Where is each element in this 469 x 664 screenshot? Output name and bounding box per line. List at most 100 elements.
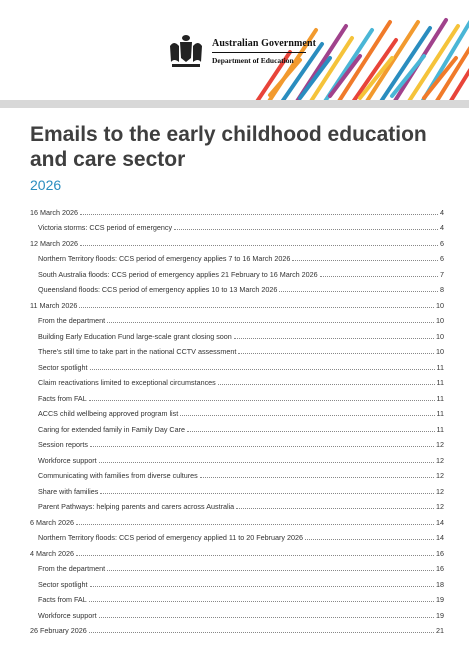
toc-article-entry[interactable]: Sector spotlight 11 <box>30 356 444 372</box>
toc-dot-leader <box>107 569 434 571</box>
toc-dot-leader <box>89 585 434 587</box>
toc-article-entry[interactable]: From the department 10 <box>30 310 444 325</box>
toc-dot-leader <box>98 616 434 618</box>
toc-entry-label: Building Early Education Fund large-scal… <box>38 331 232 341</box>
toc-date-entry[interactable]: 26 February 2026 21 <box>30 620 444 635</box>
toc-entry-label: Share with families <box>38 486 99 496</box>
toc-entry-label: Facts from FAL <box>38 393 87 403</box>
toc-page-number: 10 <box>436 347 444 356</box>
toc-entry-label: Queensland floods: CCS period of emergen… <box>38 285 278 294</box>
toc-article-entry[interactable]: Communicating with families from diverse… <box>30 465 444 480</box>
toc-dot-leader <box>187 430 435 432</box>
toc-page-number: 14 <box>436 517 444 527</box>
toc-article-entry[interactable]: Workforce support 19 <box>30 604 444 620</box>
decorative-stripe <box>379 26 432 100</box>
toc-page-number: 18 <box>436 579 444 589</box>
toc-article-entry[interactable]: Parent Pathways: helping parents and car… <box>30 496 444 511</box>
toc-article-entry[interactable]: Northern Territory floods: CCS period of… <box>30 527 444 542</box>
toc-entry-label: 12 March 2026 <box>30 238 78 248</box>
toc-page-number: 19 <box>436 610 444 620</box>
toc-entry-label: Victoria storms: CCS period of emergency <box>38 223 173 232</box>
toc-page-number: 11 <box>436 362 444 372</box>
decorative-stripe <box>365 20 420 100</box>
toc-page-number: 7 <box>440 269 444 279</box>
decorative-stripe <box>255 50 292 100</box>
decorative-stripe <box>298 56 332 100</box>
decorative-stripe <box>358 56 394 100</box>
toc-article-entry[interactable]: Claim reactivations limited to exception… <box>30 372 444 387</box>
toc-article-entry[interactable]: Victoria storms: CCS period of emergency… <box>30 217 444 232</box>
toc-entry-label: 11 March 2026 <box>30 300 78 310</box>
coat-of-arms-icon <box>170 35 202 67</box>
toc-page-number: 12 <box>436 486 444 496</box>
toc-dot-leader <box>89 445 434 447</box>
toc-entry-label: Facts from FAL <box>38 595 87 604</box>
toc-article-entry[interactable]: Building Early Education Fund large-scal… <box>30 325 444 341</box>
toc-page-number: 11 <box>436 424 444 434</box>
toc-entry-label: Parent Pathways: helping parents and car… <box>38 502 235 511</box>
toc-dot-leader <box>100 492 434 494</box>
toc-page-number: 12 <box>436 502 444 511</box>
decorative-stripe <box>323 28 374 100</box>
toc-article-entry[interactable]: Facts from FAL 19 <box>30 589 444 604</box>
toc-page-number: 11 <box>436 393 444 403</box>
toc-page-number: 10 <box>436 331 444 341</box>
toc-entry-label: Communicating with families from diverse… <box>38 471 198 480</box>
toc-entry-label: Northern Territory floods: CCS period of… <box>38 533 304 542</box>
toc-article-entry[interactable]: Facts from FAL 11 <box>30 387 444 403</box>
org-divider <box>212 52 306 53</box>
toc-dot-leader <box>174 228 438 230</box>
toc-date-entry[interactable]: 4 March 2026 16 <box>30 542 444 558</box>
toc-dot-leader <box>107 321 434 323</box>
toc-dot-leader <box>319 275 438 277</box>
toc-dot-leader <box>217 383 435 385</box>
government-logo-text: Australian Government Department of Educ… <box>212 38 316 65</box>
toc-date-entry[interactable]: 12 March 2026 6 <box>30 232 444 248</box>
toc-dot-leader <box>305 538 434 540</box>
toc-page-number: 4 <box>440 207 444 217</box>
toc-article-entry[interactable]: South Australia floods: CCS period of em… <box>30 263 444 279</box>
toc-dot-leader <box>89 368 435 370</box>
toc-date-entry[interactable]: 16 March 2026 4 <box>30 201 444 217</box>
toc-page-number: 11 <box>436 409 444 418</box>
toc-date-entry[interactable]: 11 March 2026 10 <box>30 294 444 310</box>
toc-dot-leader <box>88 631 434 633</box>
toc-entry-label: Northern Territory floods: CCS period of… <box>38 254 291 263</box>
toc-article-entry[interactable]: Share with families 12 <box>30 480 444 496</box>
toc-page-number: 6 <box>440 238 444 248</box>
decorative-stripe <box>407 24 460 100</box>
toc-dot-leader <box>236 507 434 509</box>
toc-article-entry[interactable]: There's still time to take part in the n… <box>30 341 444 356</box>
toc-article-entry[interactable]: Caring for extended family in Family Day… <box>30 418 444 434</box>
toc-article-entry[interactable]: Workforce support 12 <box>30 449 444 465</box>
toc-article-entry[interactable]: Sector spotlight 18 <box>30 573 444 589</box>
decorative-stripe <box>328 54 362 98</box>
decorative-stripe <box>309 36 354 100</box>
toc-entry-label: Workforce support <box>38 610 97 620</box>
toc-dot-leader <box>88 399 435 401</box>
decorative-stripe <box>390 54 426 98</box>
toc-article-entry[interactable]: From the department 16 <box>30 558 444 573</box>
toc-entry-label: Sector spotlight <box>38 362 88 372</box>
toc-article-entry[interactable]: Session reports 12 <box>30 434 444 449</box>
decorative-stripes <box>255 18 469 100</box>
toc-entry-label: Sector spotlight <box>38 579 88 589</box>
department-name: Department of Education <box>212 56 294 65</box>
toc-page-number: 12 <box>436 471 444 480</box>
decorative-stripe <box>337 20 392 100</box>
toc-dot-leader <box>292 259 438 261</box>
toc-dot-leader <box>79 213 438 215</box>
toc-dot-leader <box>88 600 434 602</box>
toc-entry-label: 4 March 2026 <box>30 548 74 558</box>
toc-page-number: 16 <box>436 564 444 573</box>
toc-dot-leader <box>75 554 434 556</box>
toc-article-entry[interactable]: Northern Territory floods: CCS period of… <box>30 248 444 263</box>
toc-date-entry[interactable]: 6 March 2026 14 <box>30 511 444 527</box>
toc-dot-leader <box>98 461 434 463</box>
toc-entry-label: South Australia floods: CCS period of em… <box>38 269 318 279</box>
toc-article-entry[interactable]: Queensland floods: CCS period of emergen… <box>30 279 444 294</box>
toc-page-number: 8 <box>440 285 444 294</box>
toc-dot-leader <box>180 414 435 416</box>
toc-article-entry[interactable]: ACCS child wellbeing approved program li… <box>30 403 444 418</box>
toc-dot-leader <box>75 523 434 525</box>
